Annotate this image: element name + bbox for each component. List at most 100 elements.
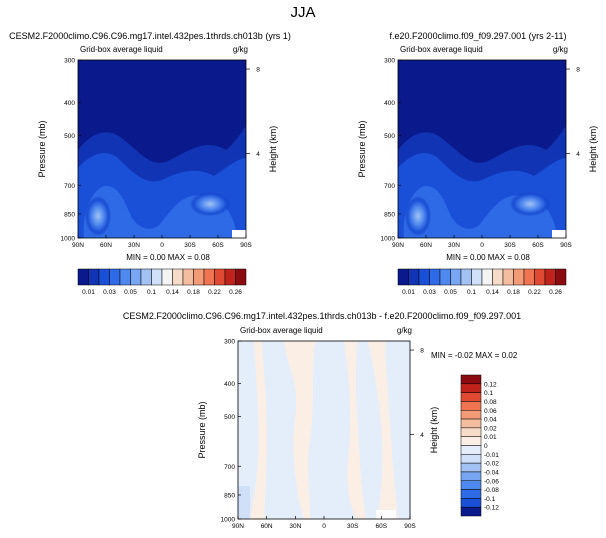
y-right-tick-label: 4 xyxy=(576,151,580,158)
panel-reference-field xyxy=(398,60,566,238)
colorbar-swatch xyxy=(203,268,215,286)
panel-reference-units: g/kg xyxy=(553,45,568,54)
panel-difference: CESM2.F2000climo.C96.C96.mg17.intel.432p… xyxy=(123,311,521,530)
colorbar-swatch xyxy=(481,268,493,286)
y-right-tick-label: 4 xyxy=(256,151,260,158)
colorbar-swatch xyxy=(130,268,142,286)
colorbar-swatch xyxy=(460,392,482,402)
colorbar-swatch xyxy=(98,268,110,286)
panel-reference-subtitle: Grid-box average liquid xyxy=(400,45,483,54)
colorbar-label: 0.26 xyxy=(229,289,242,296)
panel-reference-ylabel: Pressure (mb) xyxy=(357,120,367,177)
colorbar-label: 0.02 xyxy=(484,425,497,432)
colorbar-label: 0.1 xyxy=(147,289,156,296)
panel-model-title: CESM2.F2000climo.C96.C96.mg17.intel.432p… xyxy=(9,31,291,41)
x-tick-label: 0 xyxy=(480,242,484,249)
colorbar-swatch xyxy=(460,480,482,490)
panel-reference: f.e20.F2000climo.f09_f09.297.001 (yrs 2-… xyxy=(357,31,598,296)
colorbar-swatch xyxy=(534,268,546,286)
y-tick-label: 700 xyxy=(384,183,395,190)
colorbar-label: -0.02 xyxy=(484,461,499,468)
y-tick-label: 500 xyxy=(64,133,75,140)
y-right-tick-label: 8 xyxy=(420,348,424,355)
y-tick-label: 700 xyxy=(64,183,75,190)
colorbar-swatch xyxy=(418,268,430,286)
y-tick-label: 400 xyxy=(64,100,75,107)
panel-model-ylabel-right: Height (km) xyxy=(268,126,278,173)
colorbar-swatch xyxy=(224,268,236,286)
y-tick-label: 300 xyxy=(64,58,75,65)
colorbar-swatch xyxy=(460,445,482,455)
page-title: JJA xyxy=(290,4,315,21)
colorbar-swatch xyxy=(429,268,441,286)
x-tick-label: 60S xyxy=(532,242,544,249)
colorbar-swatch xyxy=(460,410,482,420)
panel-difference-field xyxy=(238,341,410,519)
colorbar-swatch xyxy=(460,462,482,473)
x-tick-label: 30N xyxy=(289,523,301,530)
panel-model-units: g/kg xyxy=(233,45,248,54)
colorbar-swatch xyxy=(460,427,482,437)
panel-difference-stats: MIN = -0.02 MAX = 0.02 xyxy=(431,351,518,360)
colorbar-swatch xyxy=(151,268,163,286)
x-tick-label: 90S xyxy=(404,523,416,530)
colorbar-swatch xyxy=(397,268,409,286)
panel-model: CESM2.F2000climo.C96.C96.mg17.intel.432p… xyxy=(9,31,291,296)
colorbar-label: 0.05 xyxy=(444,289,457,296)
panel-difference-ylabel: Pressure (mb) xyxy=(197,401,207,458)
colorbar-swatch xyxy=(460,268,472,286)
panel-model-ylabel: Pressure (mb) xyxy=(37,120,47,177)
y-tick-label: 1000 xyxy=(221,517,236,524)
colorbar-swatch xyxy=(140,268,152,286)
colorbar-label: 0.26 xyxy=(549,289,562,296)
colorbar-label: -0.12 xyxy=(484,505,499,512)
colorbar-label: -0.06 xyxy=(484,478,499,485)
colorbar-swatch xyxy=(109,268,121,286)
x-tick-label: 30S xyxy=(504,242,516,249)
colorbar-label: -0.01 xyxy=(484,452,499,459)
colorbar-swatch xyxy=(214,268,226,286)
y-tick-label: 400 xyxy=(384,100,395,107)
colorbar-label: -0.04 xyxy=(484,469,499,476)
y-tick-label: 400 xyxy=(224,381,235,388)
colorbar-swatch xyxy=(77,268,89,286)
colorbar-label: 0.1 xyxy=(484,390,493,397)
colorbar-label: 0.03 xyxy=(423,289,436,296)
colorbar-swatch xyxy=(523,268,535,286)
colorbar-swatch xyxy=(513,268,525,286)
y-tick-label: 850 xyxy=(384,211,395,218)
x-tick-label: 90N xyxy=(392,242,404,249)
panel-difference-subtitle: Grid-box average liquid xyxy=(240,326,323,335)
colorbar-swatch xyxy=(460,471,482,481)
panel-model-field xyxy=(78,60,246,238)
y-tick-label: 300 xyxy=(384,58,395,65)
panel-reference-title: f.e20.F2000climo.f09_f09.297.001 (yrs 2-… xyxy=(390,31,567,41)
colorbar-label: 0.18 xyxy=(187,289,200,296)
colorbar-swatch xyxy=(182,268,194,286)
x-tick-label: 30N xyxy=(128,242,140,249)
colorbar-swatch xyxy=(460,454,482,464)
x-tick-label: 90N xyxy=(232,523,244,530)
colorbar-swatch xyxy=(460,383,482,393)
x-tick-label: 60N xyxy=(420,242,432,249)
colorbar-label: -0.1 xyxy=(484,496,496,503)
colorbar-label: 0.06 xyxy=(484,408,497,415)
colorbar-swatch xyxy=(450,268,462,286)
x-tick-label: 60N xyxy=(100,242,112,249)
colorbar-swatch xyxy=(460,401,482,411)
panel-model-subtitle: Grid-box average liquid xyxy=(80,45,163,54)
y-right-tick-label: 4 xyxy=(420,432,424,439)
y-tick-label: 500 xyxy=(224,414,235,421)
x-tick-label: 30S xyxy=(184,242,196,249)
colorbar-label: 0.14 xyxy=(166,289,179,296)
colorbar-swatch xyxy=(460,436,482,446)
y-right-tick-label: 8 xyxy=(256,67,260,74)
colorbar-label: 0.01 xyxy=(82,289,95,296)
x-tick-label: 0 xyxy=(160,242,164,249)
panel-reference-colorbar: 0.01 0.03 0.05 0.1 0.14 0.18 0.22 0.26 xyxy=(397,268,567,296)
colorbar-label: 0.03 xyxy=(103,289,116,296)
colorbar-swatch xyxy=(555,268,567,286)
colorbar-swatch xyxy=(172,268,184,286)
colorbar-label: 0.1 xyxy=(467,289,476,296)
